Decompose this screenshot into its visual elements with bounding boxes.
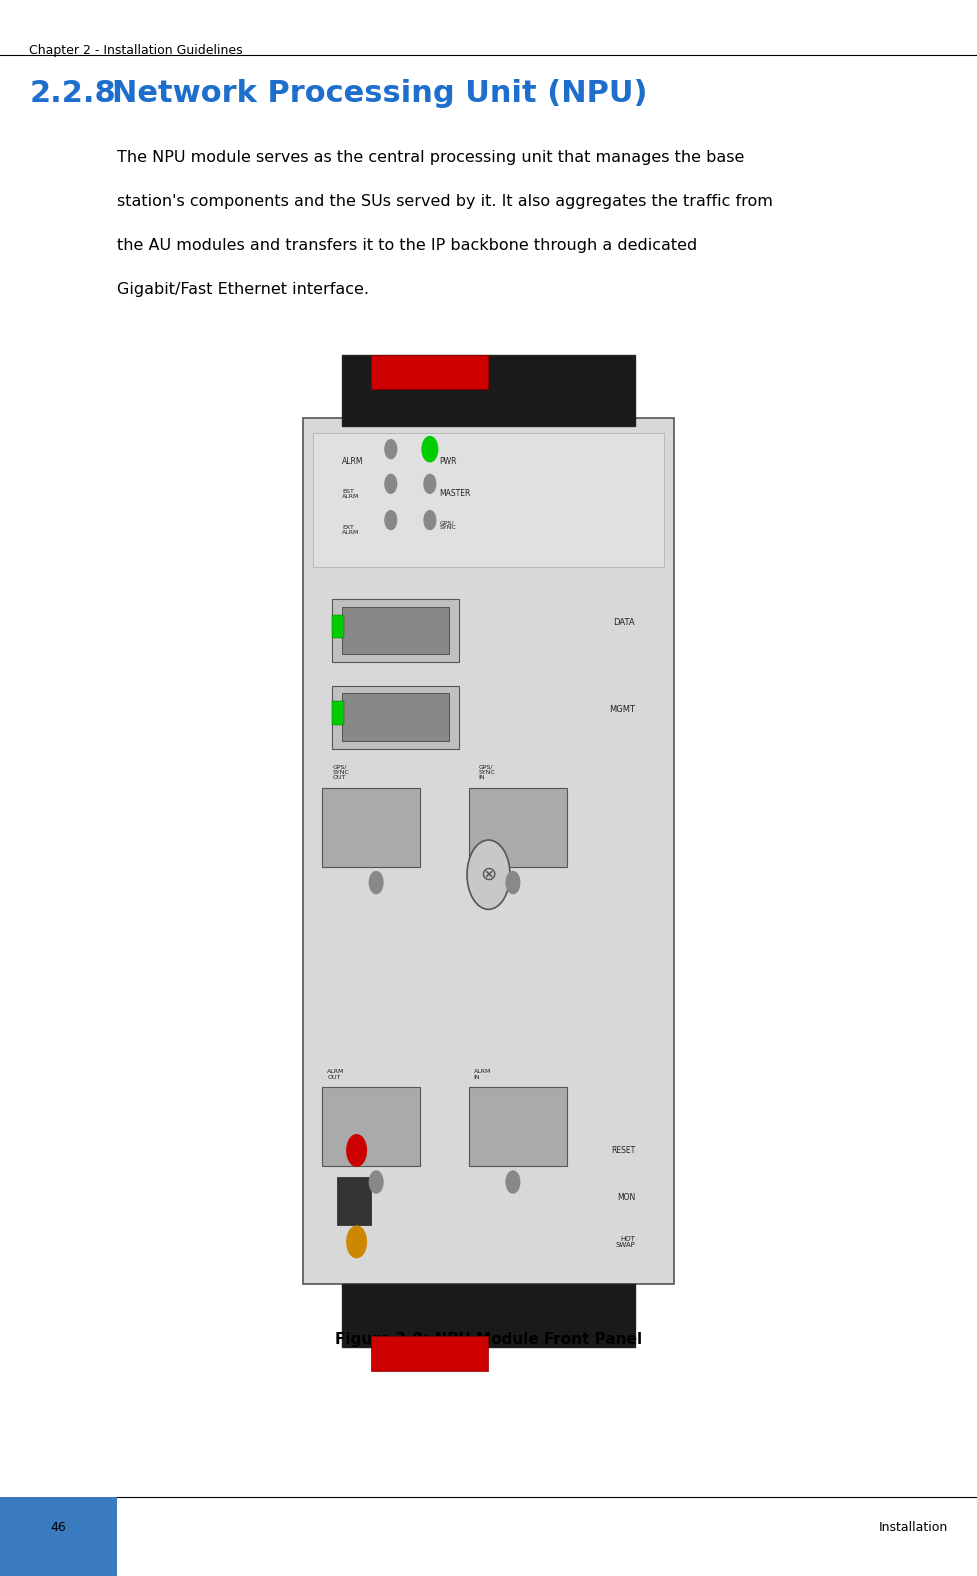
Circle shape bbox=[506, 872, 520, 894]
Text: EXT
ALRM: EXT ALRM bbox=[342, 525, 360, 536]
Circle shape bbox=[385, 511, 397, 530]
Text: GPS/
SYNC
IN: GPS/ SYNC IN bbox=[479, 764, 495, 780]
FancyBboxPatch shape bbox=[342, 1284, 635, 1347]
FancyBboxPatch shape bbox=[332, 686, 459, 749]
Text: MGMT: MGMT bbox=[609, 704, 635, 714]
Text: N
P
U: N P U bbox=[640, 361, 650, 396]
Circle shape bbox=[422, 437, 438, 462]
Text: Figure 2-8: NPU Module Front Panel: Figure 2-8: NPU Module Front Panel bbox=[335, 1332, 642, 1347]
Circle shape bbox=[369, 872, 383, 894]
Text: BST
ALRM: BST ALRM bbox=[342, 489, 360, 500]
Text: GPS/
SYNC
OUT: GPS/ SYNC OUT bbox=[332, 764, 349, 780]
FancyBboxPatch shape bbox=[469, 788, 567, 867]
Text: 46: 46 bbox=[51, 1521, 66, 1533]
Text: DATA: DATA bbox=[614, 618, 635, 627]
Circle shape bbox=[385, 440, 397, 459]
Text: station's components and the SUs served by it. It also aggregates the traffic fr: station's components and the SUs served … bbox=[117, 194, 773, 210]
Circle shape bbox=[347, 1135, 366, 1166]
Text: HOT
SWAP: HOT SWAP bbox=[616, 1236, 635, 1248]
Text: GPS/
SYNC: GPS/ SYNC bbox=[440, 520, 456, 531]
Text: ⊗: ⊗ bbox=[481, 865, 496, 884]
FancyBboxPatch shape bbox=[332, 615, 344, 638]
FancyBboxPatch shape bbox=[0, 1497, 117, 1576]
FancyBboxPatch shape bbox=[322, 1087, 420, 1166]
Text: ALRM: ALRM bbox=[342, 457, 363, 466]
Text: ALRM
IN: ALRM IN bbox=[474, 1069, 491, 1080]
Circle shape bbox=[506, 1171, 520, 1193]
Text: ALRM
OUT: ALRM OUT bbox=[327, 1069, 345, 1080]
FancyBboxPatch shape bbox=[371, 1336, 488, 1371]
Text: RESET: RESET bbox=[611, 1146, 635, 1155]
FancyBboxPatch shape bbox=[342, 693, 449, 741]
Circle shape bbox=[467, 840, 510, 909]
Circle shape bbox=[424, 474, 436, 493]
FancyBboxPatch shape bbox=[342, 607, 449, 654]
FancyBboxPatch shape bbox=[342, 355, 635, 426]
Text: The NPU module serves as the central processing unit that manages the base: The NPU module serves as the central pro… bbox=[117, 150, 744, 165]
Circle shape bbox=[347, 1226, 366, 1258]
FancyBboxPatch shape bbox=[303, 418, 674, 1284]
FancyBboxPatch shape bbox=[322, 788, 420, 867]
Text: Network Processing Unit (NPU): Network Processing Unit (NPU) bbox=[112, 79, 648, 107]
Text: Chapter 2 - Installation Guidelines: Chapter 2 - Installation Guidelines bbox=[29, 44, 243, 57]
FancyBboxPatch shape bbox=[337, 1177, 371, 1225]
Circle shape bbox=[385, 474, 397, 493]
FancyBboxPatch shape bbox=[332, 599, 459, 662]
Text: the AU modules and transfers it to the IP backbone through a dedicated: the AU modules and transfers it to the I… bbox=[117, 238, 698, 254]
FancyBboxPatch shape bbox=[469, 1087, 567, 1166]
Text: PWR: PWR bbox=[440, 457, 457, 466]
Text: MON: MON bbox=[616, 1193, 635, 1202]
FancyBboxPatch shape bbox=[371, 355, 488, 389]
FancyBboxPatch shape bbox=[313, 433, 664, 567]
Text: Installation: Installation bbox=[878, 1521, 948, 1533]
Circle shape bbox=[424, 511, 436, 530]
Text: Gigabit/Fast Ethernet interface.: Gigabit/Fast Ethernet interface. bbox=[117, 282, 369, 298]
Circle shape bbox=[369, 1171, 383, 1193]
FancyBboxPatch shape bbox=[332, 701, 344, 725]
Text: MASTER: MASTER bbox=[440, 489, 471, 498]
Text: 2.2.8: 2.2.8 bbox=[29, 79, 116, 107]
